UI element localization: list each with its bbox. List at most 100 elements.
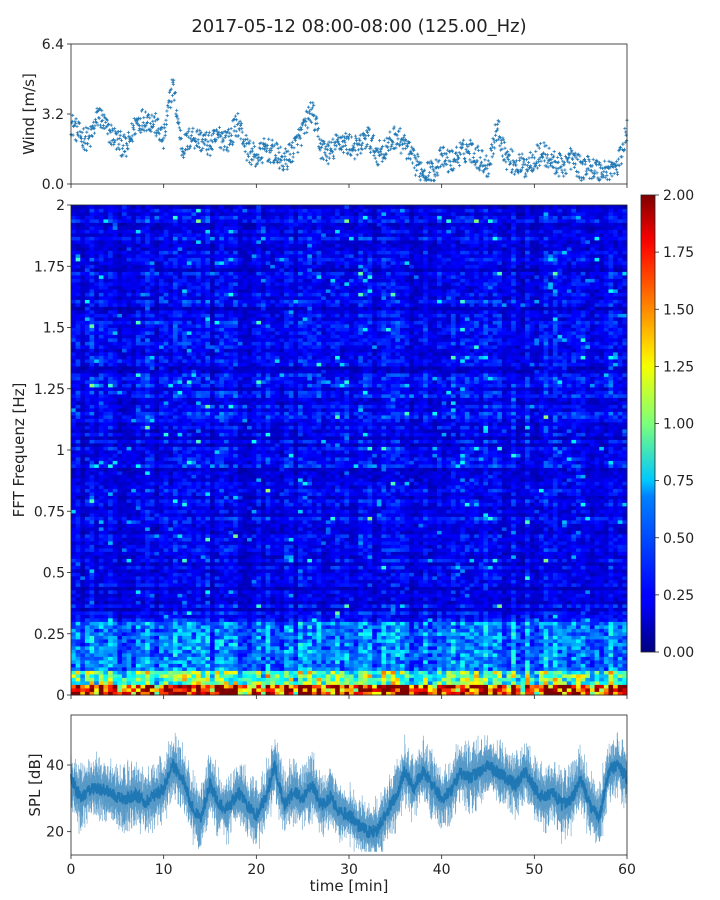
spectrogram-cell xyxy=(538,674,544,678)
spectrogram-cell xyxy=(177,618,183,622)
spectrogram-cell xyxy=(288,597,294,601)
spectrogram-cell xyxy=(228,555,234,559)
spectrogram-cell xyxy=(548,586,554,591)
spectrogram-cell xyxy=(325,670,331,675)
spectrogram-cell xyxy=(108,649,114,654)
spectrogram-cell xyxy=(418,597,424,601)
spectrogram-cell xyxy=(321,660,327,664)
spectrogram-cell xyxy=(399,621,405,626)
spectrogram-cell xyxy=(205,670,211,675)
spectrogram-cell xyxy=(362,667,368,671)
spectrogram-cell xyxy=(311,565,317,570)
spectrogram-cell xyxy=(159,558,165,563)
spectrogram-cell xyxy=(154,583,160,587)
spectrogram-cell xyxy=(298,611,304,615)
spectrogram-cell xyxy=(210,593,216,598)
spectrogram-cell xyxy=(159,642,165,647)
spectrogram-cell xyxy=(126,639,132,643)
spectrogram-cell xyxy=(506,635,512,640)
spectrogram-cell xyxy=(145,628,151,633)
spectrogram-cell xyxy=(112,625,118,629)
spectrogram-cell xyxy=(511,597,517,601)
spectrogram-cell xyxy=(525,660,531,664)
spectrogram-cell xyxy=(242,579,248,584)
spectrogram-cell xyxy=(302,590,308,594)
spectrogram-cell xyxy=(399,583,405,587)
spectrogram-cell xyxy=(242,562,248,566)
spectrogram-cell xyxy=(478,565,484,570)
spectrogram-cell xyxy=(594,590,600,594)
spectrogram-cell xyxy=(251,660,257,664)
spectrogram-cell xyxy=(413,586,419,591)
spectrogram-cell xyxy=(135,684,141,689)
spectrogram-cell xyxy=(617,681,623,685)
spectrogram-cell xyxy=(98,597,104,601)
spectrogram-cell xyxy=(409,607,415,612)
spectrogram-cell xyxy=(210,621,216,626)
spectrogram-cell xyxy=(98,551,104,556)
spectrogram-cell xyxy=(149,548,155,552)
spectrogram-cell xyxy=(478,656,484,661)
spectrogram-cell xyxy=(80,667,86,671)
spectrogram-cell xyxy=(413,677,419,682)
spectrogram-cell xyxy=(108,551,114,556)
spectrogram-cell xyxy=(488,558,494,563)
spectrogram-cell xyxy=(94,551,100,556)
spectrogram-cell xyxy=(270,646,276,650)
spectrogram-cell xyxy=(418,656,424,661)
spectrogram-cell xyxy=(145,569,151,573)
spectrogram-cell xyxy=(622,576,628,580)
spectrogram-cell xyxy=(163,621,169,626)
spectrogram-cell xyxy=(256,590,262,594)
spectrogram-cell xyxy=(580,607,586,612)
spectrogram-cell xyxy=(423,677,429,682)
spectrogram-cell xyxy=(576,614,582,619)
spectrogram-cell xyxy=(576,576,582,580)
spectrogram-cell xyxy=(186,604,192,608)
spectrogram-cell xyxy=(562,604,568,608)
spectrogram-cell xyxy=(427,681,433,685)
spectrogram-cell xyxy=(594,555,600,559)
spectrogram-cell xyxy=(520,670,526,675)
spectrogram-cell xyxy=(608,667,614,671)
spectrogram-cell xyxy=(418,674,424,678)
spectrogram-cell xyxy=(450,576,456,580)
spectrogram-cell xyxy=(251,562,257,566)
spectrogram-cell xyxy=(117,583,123,587)
spectrogram-cell xyxy=(390,593,396,598)
spectrogram-cell xyxy=(353,555,359,559)
spectrogram-cell xyxy=(200,632,206,636)
spectrogram-cell xyxy=(149,593,155,598)
spectrogram-cell xyxy=(265,604,271,608)
spectrogram-cell xyxy=(298,684,304,689)
spectrogram-cell xyxy=(135,628,141,633)
spectrogram-cell xyxy=(191,649,197,654)
spectrogram-cell xyxy=(237,548,243,552)
spectrogram-cell xyxy=(571,639,577,643)
spectrogram-cell xyxy=(182,590,188,594)
spectrogram-cell xyxy=(358,656,364,661)
spectrogram-cell xyxy=(247,684,253,689)
spectrogram-cell xyxy=(474,618,480,622)
spectrogram-cell xyxy=(200,677,206,682)
spectrogram-cell xyxy=(622,667,628,671)
spectrogram-cell xyxy=(131,593,137,598)
spectrogram-cell xyxy=(186,667,192,671)
spectrogram-cell xyxy=(154,621,160,626)
spectrogram-cell xyxy=(446,590,452,594)
spectrogram-cell xyxy=(163,583,169,587)
spectrogram-cell xyxy=(233,670,239,675)
spectrogram-cell xyxy=(126,653,132,657)
spectrogram-cell xyxy=(529,551,535,556)
spectrogram-cell xyxy=(515,667,521,671)
spectrogram-cell xyxy=(488,660,494,664)
spectrogram-cell xyxy=(135,597,141,601)
spectrogram-cell xyxy=(330,621,336,626)
spectrogram-cell xyxy=(599,611,605,615)
spectrogram-cell xyxy=(367,674,373,678)
spectrogram-cell xyxy=(511,586,517,591)
spectrogram-cell xyxy=(140,656,146,661)
spectrogram-cell xyxy=(279,663,285,668)
spectrogram-cell xyxy=(594,604,600,608)
spectrogram-cell xyxy=(390,558,396,563)
